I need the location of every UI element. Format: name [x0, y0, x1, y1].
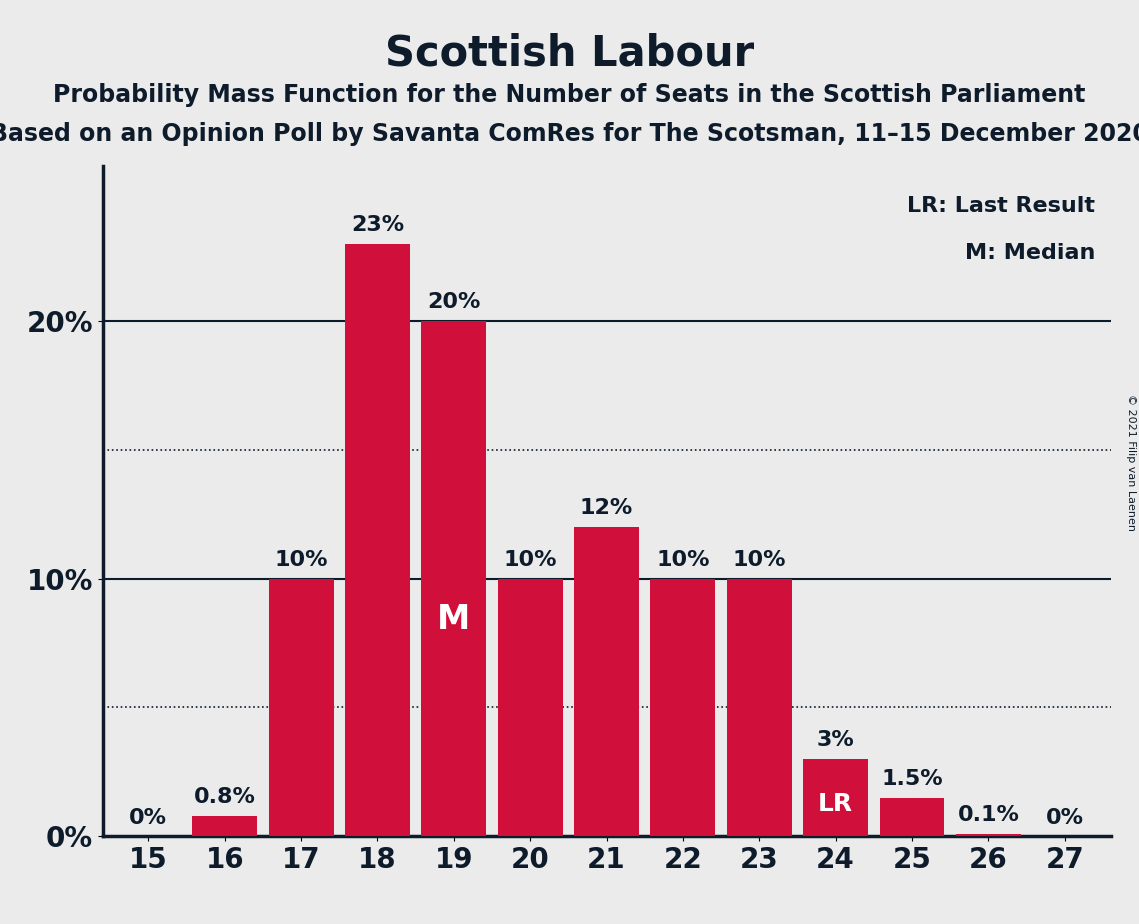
Text: M: Median: M: Median — [965, 243, 1096, 263]
Bar — [803, 759, 868, 836]
Bar — [879, 797, 944, 836]
Text: 10%: 10% — [656, 550, 710, 569]
Text: 10%: 10% — [274, 550, 328, 569]
Text: 0%: 0% — [1046, 808, 1083, 829]
Text: 0.1%: 0.1% — [958, 805, 1019, 824]
Bar — [269, 578, 334, 836]
Text: 0%: 0% — [130, 808, 167, 829]
Text: 1.5%: 1.5% — [882, 769, 943, 788]
Text: 12%: 12% — [580, 498, 633, 518]
Bar — [498, 578, 563, 836]
Text: LR: LR — [818, 792, 853, 816]
Text: 10%: 10% — [732, 550, 786, 569]
Text: M: M — [437, 603, 470, 637]
Text: Probability Mass Function for the Number of Seats in the Scottish Parliament: Probability Mass Function for the Number… — [54, 83, 1085, 107]
Bar — [650, 578, 715, 836]
Bar — [956, 833, 1021, 836]
Bar — [192, 816, 257, 836]
Text: 10%: 10% — [503, 550, 557, 569]
Bar — [345, 244, 410, 836]
Text: © 2021 Filip van Laenen: © 2021 Filip van Laenen — [1126, 394, 1136, 530]
Bar — [574, 527, 639, 836]
Text: Scottish Labour: Scottish Labour — [385, 32, 754, 74]
Text: LR: Last Result: LR: Last Result — [908, 197, 1096, 216]
Text: 3%: 3% — [817, 730, 854, 750]
Text: 23%: 23% — [351, 214, 404, 235]
Bar — [421, 321, 486, 836]
Bar — [727, 578, 792, 836]
Text: 20%: 20% — [427, 292, 481, 312]
Text: Based on an Opinion Poll by Savanta ComRes for The Scotsman, 11–15 December 2020: Based on an Opinion Poll by Savanta ComR… — [0, 122, 1139, 146]
Text: 0.8%: 0.8% — [194, 786, 255, 807]
